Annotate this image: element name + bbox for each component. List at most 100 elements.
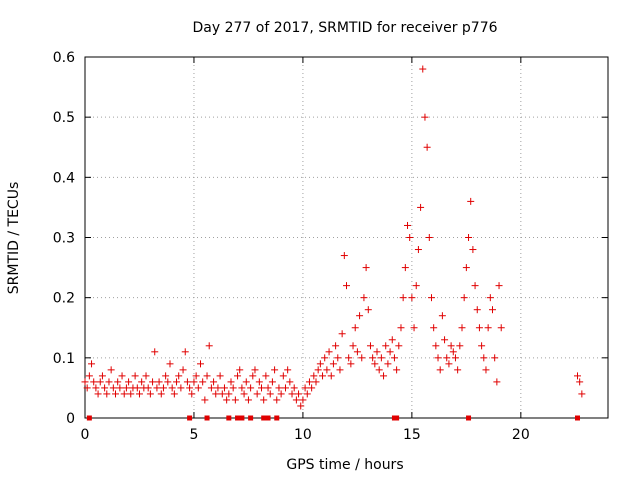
data-point — [369, 354, 377, 362]
data-point — [186, 384, 194, 392]
y-tick-label: 0.4 — [53, 170, 75, 186]
data-point — [179, 366, 187, 374]
x-tick-label: 10 — [294, 427, 312, 443]
data-point — [319, 372, 327, 380]
data-point — [166, 360, 174, 368]
data-point — [423, 143, 431, 151]
data-point — [351, 324, 359, 332]
baseline-marker — [274, 415, 280, 421]
data-point — [98, 372, 106, 380]
data-point — [83, 384, 91, 392]
data-point — [260, 396, 268, 404]
data-point — [92, 384, 100, 392]
y-tick-label: 0.5 — [53, 110, 75, 126]
data-point — [484, 324, 492, 332]
data-point — [255, 378, 263, 386]
data-point — [371, 360, 379, 368]
chart-title: Day 277 of 2017, SRMTID for receiver p77… — [192, 20, 497, 36]
data-point — [458, 324, 466, 332]
data-point — [406, 234, 414, 241]
data-point — [432, 342, 440, 350]
baseline-marker — [261, 415, 267, 421]
data-point — [412, 282, 420, 290]
data-point — [192, 372, 200, 380]
data-point — [356, 312, 364, 320]
data-point — [312, 378, 320, 386]
data-point — [495, 282, 503, 290]
data-point — [127, 390, 135, 398]
data-point — [122, 384, 130, 392]
data-point — [85, 372, 93, 380]
data-point — [327, 372, 335, 380]
data-point — [101, 384, 109, 392]
data-point — [295, 390, 303, 398]
data-point — [159, 384, 167, 392]
data-point — [262, 372, 270, 380]
y-tick-label: 0.3 — [53, 231, 75, 247]
data-point — [467, 197, 475, 205]
data-point — [210, 378, 218, 386]
data-point — [146, 390, 154, 398]
data-point — [382, 342, 390, 350]
data-point — [264, 384, 272, 392]
data-point — [155, 378, 163, 386]
data-point — [281, 384, 289, 392]
data-point — [573, 372, 581, 380]
baseline-markers — [86, 415, 580, 421]
data-point — [349, 342, 357, 350]
baseline-marker — [226, 415, 232, 421]
data-point — [118, 372, 126, 380]
data-point — [196, 360, 204, 368]
data-point — [164, 378, 172, 386]
data-point — [364, 306, 372, 314]
data-point — [384, 360, 392, 368]
y-axis: 0 0.1 0.2 0.3 0.4 0.5 0.6 — [53, 50, 608, 427]
x-axis-label: GPS time / hours — [286, 457, 403, 473]
data-point — [347, 360, 355, 368]
data-point — [112, 390, 120, 398]
data-point — [153, 384, 161, 392]
data-point — [120, 390, 128, 398]
x-axis: 0 5 10 15 20 — [81, 57, 530, 443]
data-point — [460, 294, 468, 302]
data-point — [175, 372, 183, 380]
data-point — [388, 336, 396, 344]
y-tick-label: 0.2 — [53, 291, 75, 307]
data-point — [417, 203, 425, 211]
data-point — [358, 354, 366, 362]
data-point — [114, 378, 122, 386]
data-point — [268, 378, 276, 386]
data-point — [454, 366, 462, 374]
data-point — [305, 378, 313, 386]
data-point — [96, 378, 104, 386]
data-point — [482, 366, 490, 374]
data-point — [397, 324, 405, 332]
data-point — [135, 390, 143, 398]
data-point — [491, 354, 499, 362]
data-point — [216, 372, 224, 380]
data-point — [290, 384, 298, 392]
data-point — [447, 342, 455, 350]
data-point — [149, 378, 157, 386]
data-point — [125, 378, 133, 386]
baseline-marker — [248, 415, 254, 421]
data-point — [345, 354, 353, 362]
data-point — [199, 378, 207, 386]
baseline-marker — [466, 415, 472, 421]
data-point — [273, 396, 281, 404]
grid — [85, 57, 608, 418]
data-point — [316, 360, 324, 368]
data-point — [419, 65, 427, 73]
data-point — [284, 366, 292, 374]
data-point — [142, 372, 150, 380]
data-point — [473, 306, 481, 314]
data-point — [465, 234, 473, 241]
data-point — [493, 378, 501, 386]
data-point — [414, 246, 422, 254]
data-point — [173, 378, 181, 386]
data-point — [445, 360, 453, 368]
baseline-marker — [86, 415, 92, 421]
data-point — [336, 366, 344, 374]
data-point — [471, 282, 479, 290]
